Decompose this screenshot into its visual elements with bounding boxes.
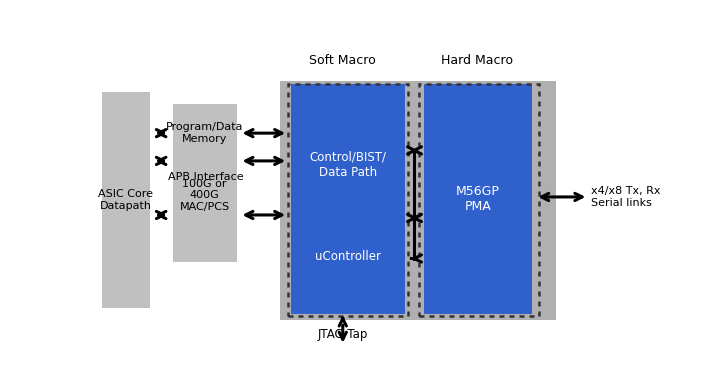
Text: APB Interface: APB Interface <box>168 172 243 183</box>
Bar <box>102 92 150 308</box>
Text: JTAG Tap: JTAG Tap <box>318 328 368 341</box>
Bar <box>288 84 408 316</box>
Bar <box>280 82 556 320</box>
Bar <box>173 104 237 162</box>
Text: Control/BIST/
Data Path: Control/BIST/ Data Path <box>310 151 387 179</box>
Text: Soft Macro: Soft Macro <box>310 54 376 67</box>
Text: ASIC Core
Datapath: ASIC Core Datapath <box>99 189 153 211</box>
Bar <box>423 84 533 314</box>
Bar <box>419 84 539 316</box>
Text: Program/Data
Memory: Program/Data Memory <box>166 122 243 144</box>
Text: x4/x8 Tx, Rx
Serial links: x4/x8 Tx, Rx Serial links <box>591 186 660 208</box>
Text: Hard Macro: Hard Macro <box>441 54 513 67</box>
Bar <box>291 84 405 314</box>
Text: 100G or
400G
MAC/PCS: 100G or 400G MAC/PCS <box>179 179 230 212</box>
Text: uController: uController <box>315 250 381 263</box>
Text: M56GP
PMA: M56GP PMA <box>456 185 500 213</box>
Bar <box>173 129 237 262</box>
